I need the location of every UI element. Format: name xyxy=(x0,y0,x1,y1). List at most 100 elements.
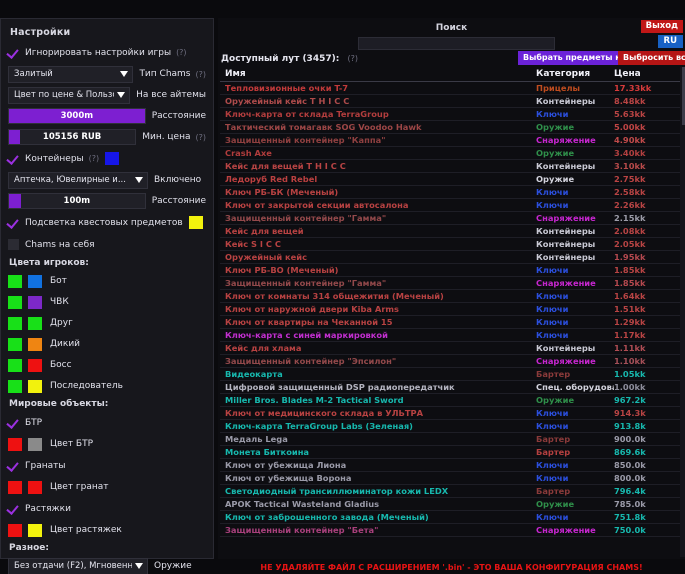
table-row[interactable]: Кейс для вещей Контейнеры 2.08kk xyxy=(220,225,683,238)
color-mode-row[interactable]: Цвет по цене & Пользователь На все айтем… xyxy=(8,86,206,104)
enable-swatch[interactable] xyxy=(8,437,22,451)
tripwires-row[interactable]: Растяжки xyxy=(8,499,206,518)
table-row[interactable]: Ключ от убежища Лиона Ключи 850.0k xyxy=(220,459,683,472)
table-row[interactable]: Защищенный контейнер "Гамма" Снаряжение 2.… xyxy=(220,212,683,225)
table-row[interactable]: Ключ РБ-БК (Меченый) Ключи 2.58kk xyxy=(220,186,683,199)
checkbox-quest-highlight[interactable] xyxy=(8,217,19,228)
table-row[interactable]: Защищенный контейнер "Каппа" Снаряжение 4.… xyxy=(220,134,683,147)
medkits-dropdown[interactable]: Аптечка, Ювелирные и... xyxy=(8,171,148,189)
player-color-friend[interactable]: Друг xyxy=(8,314,206,332)
weapon-row[interactable]: Без отдачи (F2), Мгновенное п Оружие xyxy=(8,557,206,574)
drop-all-button[interactable]: Выбросить все xyxy=(618,51,685,65)
table-row[interactable]: Ключ от закрытой секции автосалона Ключи 2… xyxy=(220,199,683,212)
player-color-bot[interactable]: Бот xyxy=(8,272,206,290)
checkbox-grenades[interactable] xyxy=(8,460,19,471)
table-row[interactable]: Miller Bros. Blades M-2 Tactical Sword Ор… xyxy=(220,394,683,407)
player-color-pmc[interactable]: ЧВК xyxy=(8,293,206,311)
color-swatch[interactable] xyxy=(28,316,42,330)
color-swatch[interactable] xyxy=(28,523,42,537)
help-icon[interactable]: (?) xyxy=(176,48,187,57)
help-icon[interactable]: (?) xyxy=(195,69,207,79)
table-row[interactable]: Видеокарта Бартер 1.05kk xyxy=(220,368,683,381)
secondary-distance-row[interactable]: 100m Расстояние xyxy=(8,192,206,210)
min-price-slider[interactable]: 105156 RUB xyxy=(8,129,137,145)
help-icon[interactable]: (?) xyxy=(347,54,358,63)
table-row[interactable]: Ключ-карта с синей маркировкой Ключи 1.17k… xyxy=(220,329,683,342)
table-row[interactable]: Ключ от комнаты 314 общежития (Меченый) К… xyxy=(220,290,683,303)
exit-button[interactable]: Выход xyxy=(640,20,683,33)
table-row[interactable]: Кейс для хлама Контейнеры 1.11kk xyxy=(220,342,683,355)
table-row[interactable]: Оружейный кейс Контейнеры 1.95kk xyxy=(220,251,683,264)
player-color-scav[interactable]: Дикий xyxy=(8,335,206,353)
enable-swatch[interactable] xyxy=(8,295,22,309)
tripwire-color-row[interactable]: Цвет растяжек xyxy=(8,521,206,539)
color-swatch[interactable] xyxy=(28,337,42,351)
medkits-row[interactable]: Аптечка, Ювелирные и... Включено xyxy=(8,171,206,189)
table-row[interactable]: Защищенный контейнер "Эпсилон" Снаряжение… xyxy=(220,355,683,368)
btr-row[interactable]: БТР xyxy=(8,413,206,432)
color-swatch[interactable] xyxy=(28,358,42,372)
help-icon[interactable]: (?) xyxy=(195,132,207,142)
table-row[interactable]: Ключ РБ-ВО (Меченый) Ключи 1.85kk xyxy=(220,264,683,277)
enable-swatch[interactable] xyxy=(8,337,22,351)
chams-type-dropdown[interactable]: Залитый xyxy=(8,65,134,83)
loot-table-scrollbar-track[interactable] xyxy=(680,67,685,557)
table-row[interactable]: Ключ от заброшенного завода (Меченый) Клю… xyxy=(220,511,683,524)
enable-swatch[interactable] xyxy=(8,274,22,288)
btr-color-row[interactable]: Цвет БТР xyxy=(8,435,206,453)
checkbox-chams-self[interactable] xyxy=(8,239,19,250)
color-mode-dropdown[interactable]: Цвет по цене & Пользователь xyxy=(8,86,131,104)
player-color-follower[interactable]: Последователь xyxy=(8,377,206,395)
table-row[interactable]: Crash Axe Оружие 3.40kk xyxy=(220,147,683,160)
color-swatch[interactable] xyxy=(28,437,42,451)
table-row[interactable]: Тактический томагавк SOG Voodoo Hawk Оруж… xyxy=(220,121,683,134)
table-row[interactable]: APOK Tactical Wasteland Gladius Оружие 785… xyxy=(220,498,683,511)
enable-swatch[interactable] xyxy=(8,379,22,393)
table-row[interactable]: Светодиодный трансиллюминатор кожи LEDX Б… xyxy=(220,485,683,498)
table-row[interactable]: Ключ-карта от склада TerraGroup Ключи 5.63… xyxy=(220,108,683,121)
table-row[interactable]: Ключ от наружной двери Kiba Arms Ключи 1.5… xyxy=(220,303,683,316)
column-header-name[interactable]: Имя xyxy=(225,69,246,79)
table-row[interactable]: Монета Биткоина Бартер 869.6k xyxy=(220,446,683,459)
column-header-price[interactable]: Цена xyxy=(614,69,641,79)
table-row[interactable]: Ключ от медицинского склада в УЛЬТРА Ключ… xyxy=(220,407,683,420)
table-row[interactable]: Защищенный контейнер "Бета" Снаряжение 750… xyxy=(220,524,683,537)
enable-swatch[interactable] xyxy=(8,316,22,330)
select-kappa-items-button[interactable]: Выбрать предметы каппа xyxy=(518,51,648,65)
quest-highlight-row[interactable]: Подсветка квестовых предметов xyxy=(8,213,206,232)
ignore-game-settings-row[interactable]: Игнорировать настройки игры (?) xyxy=(8,43,206,62)
table-row[interactable]: Ключ от убежища Ворона Ключи 800.0k xyxy=(220,472,683,485)
search-input[interactable] xyxy=(358,37,555,50)
table-row[interactable]: Защищенный контейнер "Гамма" Снаряжение 1.… xyxy=(220,277,683,290)
checkbox-btr[interactable] xyxy=(8,417,19,428)
player-color-boss[interactable]: Босс xyxy=(8,356,206,374)
color-swatch[interactable] xyxy=(28,379,42,393)
enable-swatch[interactable] xyxy=(8,523,22,537)
table-row[interactable]: Тепловизионные очки T-7 Прицелы 17.33kk xyxy=(220,82,683,95)
color-swatch[interactable] xyxy=(28,274,42,288)
table-row[interactable]: Ледоруб Red Rebel Оружие 2.75kk xyxy=(220,173,683,186)
checkbox-containers[interactable] xyxy=(8,153,19,164)
item-distance-slider[interactable]: 3000m xyxy=(8,108,146,124)
color-swatch[interactable] xyxy=(28,480,42,494)
language-button[interactable]: RU xyxy=(657,35,683,48)
loot-table-scrollbar-thumb[interactable] xyxy=(682,67,685,125)
secondary-distance-slider[interactable]: 100m xyxy=(8,193,146,209)
column-header-category[interactable]: Категория xyxy=(536,69,591,79)
min-price-row[interactable]: 105156 RUB Мин. цена (?) xyxy=(8,128,206,146)
color-swatch[interactable] xyxy=(28,295,42,309)
table-row[interactable]: Оружейный кейс T H I C C Контейнеры 8.48kk xyxy=(220,95,683,108)
table-row[interactable]: Ключ-карта TerraGroup Labs (Зеленая) Ключ… xyxy=(220,420,683,433)
table-row[interactable]: Кейс для вещей T H I C C Контейнеры 3.10kk xyxy=(220,160,683,173)
checkbox-tripwires[interactable] xyxy=(8,503,19,514)
table-row[interactable]: Медаль Lega Бартер 900.0k xyxy=(220,433,683,446)
grenade-color-row[interactable]: Цвет гранат xyxy=(8,478,206,496)
chams-type-row[interactable]: Залитый Тип Chams (?) xyxy=(8,65,206,83)
containers-row[interactable]: Контейнеры (?) xyxy=(8,149,206,168)
checkbox-ignore-game-settings[interactable] xyxy=(8,47,19,58)
grenades-row[interactable]: Гранаты xyxy=(8,456,206,475)
quest-highlight-color-swatch[interactable] xyxy=(188,216,203,229)
enable-swatch[interactable] xyxy=(8,358,22,372)
help-icon[interactable]: (?) xyxy=(88,154,100,163)
weapon-dropdown[interactable]: Без отдачи (F2), Мгновенное п xyxy=(8,557,148,574)
